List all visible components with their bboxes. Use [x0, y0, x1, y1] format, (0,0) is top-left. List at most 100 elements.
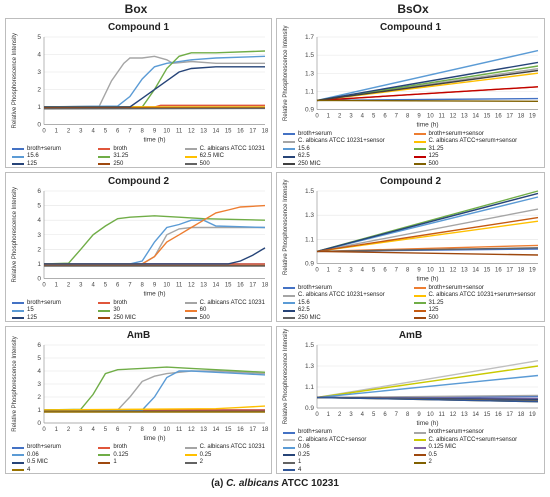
legend-label: 31.25	[428, 299, 444, 306]
legend-swatch	[413, 140, 426, 143]
chart-panel-box1: Compound 1 0 1 2 3 4 5 0 1 2 3 4 5 6 7 8 9 10 11 12 13 14 15 16…	[5, 18, 272, 168]
column-header-bsox: BsOx	[397, 2, 429, 16]
x-tick-label: 10	[427, 412, 434, 418]
chart-panel-bsox1: Compound 1 0.9 1.1 1.3 1.5 1.7 0 1 2 3 4 5 6 7 8 9 10 11 1…	[276, 18, 545, 168]
y-tick-label: 0.9	[305, 261, 314, 268]
x-axis-label: time (h)	[143, 291, 165, 298]
y-tick-label: 4	[37, 217, 41, 224]
legend-item: 1	[283, 459, 410, 467]
x-tick-label: 9	[153, 427, 157, 433]
legend-swatch	[98, 155, 111, 158]
legend-label: 0.125 MIC	[428, 444, 457, 450]
x-tick-label: 7	[395, 268, 399, 274]
legend-label: C. albicans ATCC 10231+sensor	[298, 292, 385, 298]
legend-swatch	[413, 287, 426, 290]
x-tick-label: 7	[395, 114, 399, 120]
legend-item: 125	[12, 315, 94, 323]
legend-label: broth	[113, 299, 128, 306]
legend-label: 250	[113, 160, 124, 167]
legend-label: 0.5	[428, 451, 437, 458]
legend-swatch	[413, 155, 426, 158]
x-tick-label: 7	[128, 283, 132, 289]
legend-label: 15	[27, 307, 34, 313]
y-tick-label: 1	[37, 261, 41, 268]
y-tick-label: 0	[37, 420, 41, 427]
series-line-8	[316, 216, 539, 253]
x-tick-label: 13	[461, 114, 468, 120]
legend-label: 62.5	[298, 153, 310, 159]
legend-item: broth+serum+sensor	[413, 285, 541, 293]
legend-swatch	[413, 446, 426, 449]
legend-swatch	[12, 309, 24, 312]
legend-label: 15.6	[298, 299, 310, 306]
y-axis-label: Relative Phosphorescence Intensity	[12, 336, 18, 431]
legend-swatch	[98, 309, 111, 312]
x-tick-label: 8	[406, 412, 410, 418]
y-tick-label: 1.3	[305, 212, 314, 219]
legend-swatch	[12, 446, 24, 449]
legend-label: broth+serum	[27, 299, 61, 306]
legend-item: 62.5	[283, 153, 410, 161]
legend-label: C. albicans ATCC+serum+sensor	[428, 138, 518, 144]
legend-swatch	[98, 446, 111, 449]
legend-label: 31.25	[428, 145, 444, 152]
y-axis-label: Relative Phosphorescence Intensity	[283, 26, 289, 121]
x-tick-label: 0	[42, 283, 46, 289]
x-tick-label: 16	[237, 283, 244, 289]
legend-label: broth	[113, 444, 128, 450]
legend-label: 0.5 MIC	[27, 459, 49, 465]
x-tick-label: 11	[176, 129, 183, 135]
x-tick-label: 14	[213, 427, 220, 433]
x-tick-label: 4	[91, 427, 95, 433]
legend-label: 4	[298, 466, 302, 473]
series-line-6	[43, 405, 266, 411]
legend-swatch	[283, 446, 295, 449]
y-tick-label: 2	[37, 87, 41, 94]
legend-swatch	[413, 294, 426, 297]
legend-item: 2	[413, 459, 541, 467]
x-tick-label: 15	[484, 268, 491, 274]
x-tick-label: 7	[128, 427, 132, 433]
x-tick-label: 14	[472, 268, 479, 274]
legend-label: C. albicans ATCC 10231+serum+sensor	[428, 292, 536, 298]
y-tick-label: 1.3	[305, 70, 314, 77]
x-tick-label: 6	[116, 283, 120, 289]
legend-item: C. albicans ATCC 10231+sensor	[283, 292, 410, 300]
series-line-4	[43, 55, 266, 108]
x-tick-label: 15	[484, 114, 491, 120]
legend-swatch	[283, 469, 295, 472]
y-tick-label: 5	[37, 355, 41, 362]
legend-label: C. albicans ATCC+serum+sensor	[428, 436, 518, 443]
series-line-6	[44, 204, 266, 265]
x-tick-label: 1	[327, 114, 331, 120]
legend-swatch	[283, 163, 295, 166]
legend-item: broth+serum	[283, 429, 410, 437]
x-tick-label: 9	[153, 129, 157, 135]
x-tick-label: 13	[461, 412, 468, 418]
y-tick-label: 1.1	[305, 236, 314, 243]
legend-swatch	[98, 148, 111, 151]
series-line-10	[316, 250, 539, 256]
chart-panel-box2: Compound 2 0 1 2 3 4 5 6 0 1 2 3 4 5 6 7 8 9 10 11 12 13 14 15 1…	[5, 172, 272, 322]
x-tick-label: 12	[450, 114, 457, 120]
x-tick-label: 4	[91, 129, 95, 135]
legend-item: 31.25	[98, 153, 180, 161]
y-tick-label: 1.5	[305, 342, 314, 349]
x-axis-label: time (h)	[416, 276, 438, 283]
legend-swatch	[283, 317, 295, 320]
legend-swatch	[413, 133, 426, 136]
legend-item: 0.5	[413, 451, 541, 460]
y-tick-label: 5	[37, 34, 41, 41]
x-tick-label: 1	[55, 129, 59, 135]
series-line-4	[44, 219, 266, 265]
legend-swatch	[98, 302, 111, 305]
legend-swatch	[413, 317, 426, 320]
legend-swatch	[413, 148, 426, 151]
legend-item: broth	[98, 444, 180, 452]
x-tick-label: 17	[506, 268, 513, 274]
legend-label: broth	[113, 145, 128, 152]
x-tick-label: 17	[249, 283, 256, 289]
legend-swatch	[184, 155, 197, 158]
x-tick-label: 6	[383, 412, 387, 418]
legend-label: 500	[428, 314, 439, 321]
